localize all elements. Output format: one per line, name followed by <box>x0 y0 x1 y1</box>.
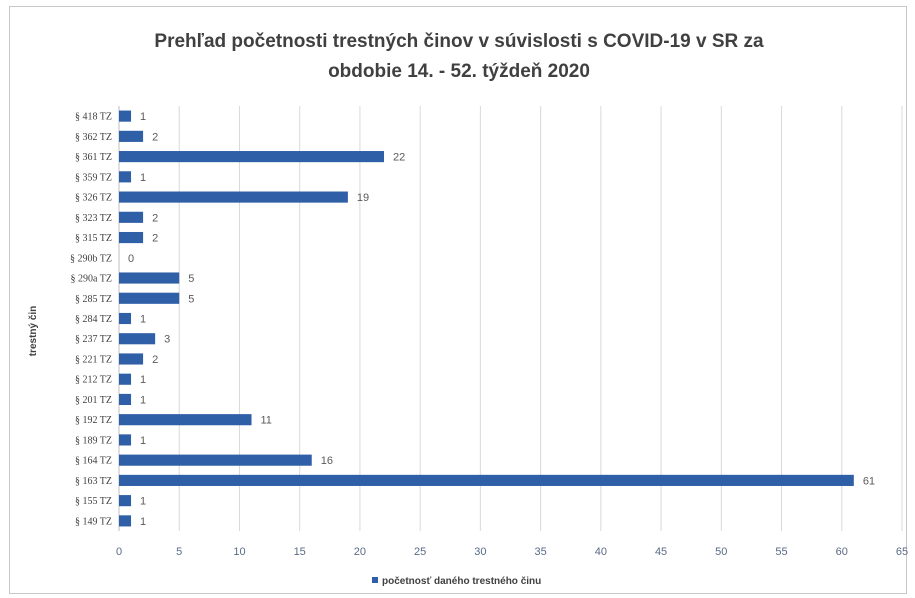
category-label: § 359 TZ <box>75 172 112 183</box>
category-label: § 237 TZ <box>75 334 112 345</box>
bar <box>119 454 312 466</box>
category-label: § 192 TZ <box>75 415 112 426</box>
data-label: 1 <box>140 496 146 508</box>
category-label: § 323 TZ <box>75 213 112 224</box>
x-tick-label: 20 <box>354 546 366 558</box>
x-tick-label: 5 <box>176 546 182 558</box>
bar <box>119 231 144 244</box>
chart-frame: Prehľad početnosti trestných činov v súv… <box>9 6 908 594</box>
x-tick-label: 60 <box>836 546 848 558</box>
chart-title-line-2: obdobie 14. - 52. týždeň 2020 <box>328 61 590 82</box>
category-label: § 418 TZ <box>75 112 112 123</box>
y-axis-title: trestný čin <box>28 306 39 357</box>
bar <box>119 373 132 385</box>
x-tick-label: 50 <box>715 546 727 558</box>
legend-swatch <box>372 577 378 583</box>
data-label: 1 <box>140 111 146 123</box>
data-label: 0 <box>128 253 134 265</box>
category-label: § 361 TZ <box>75 152 112 163</box>
x-tick-label: 35 <box>534 546 546 558</box>
x-tick-label: 40 <box>595 546 607 558</box>
legend-label: početnosť daného trestného činu <box>382 576 541 587</box>
bars <box>119 110 854 527</box>
x-axis-ticks: 0 5 10 15 20 25 30 35 40 45 50 55 60 65 <box>116 546 908 558</box>
x-tick-label: 30 <box>474 546 486 558</box>
category-label: § 290a TZ <box>71 274 112 285</box>
data-label: 2 <box>152 131 158 143</box>
data-label: 1 <box>140 374 146 386</box>
bar <box>119 353 144 365</box>
x-tick-label: 55 <box>775 546 787 558</box>
data-label: 1 <box>140 394 146 406</box>
data-label: 3 <box>164 334 170 346</box>
bar <box>119 211 144 223</box>
chart-title-line-1: Prehľad početnosti trestných činov v súv… <box>154 31 764 52</box>
bar <box>119 292 180 304</box>
category-label: § 212 TZ <box>75 375 112 386</box>
data-label: 2 <box>152 354 158 366</box>
category-label: § 315 TZ <box>75 233 112 244</box>
category-labels: § 418 TZ § 362 TZ § 361 TZ § 359 TZ § 326 TZ… <box>70 112 112 528</box>
data-label: 5 <box>188 273 194 285</box>
category-label: § 189 TZ <box>75 435 112 446</box>
x-tick-label: 25 <box>414 546 426 558</box>
category-label: § 290b TZ <box>70 253 112 264</box>
data-label: 19 <box>357 192 369 204</box>
category-label: § 362 TZ <box>75 132 112 143</box>
bar <box>119 151 385 163</box>
data-label: 61 <box>863 475 875 487</box>
data-label: 16 <box>321 455 333 467</box>
data-label: 1 <box>140 314 146 326</box>
category-label: § 163 TZ <box>75 476 112 487</box>
bar <box>119 171 132 183</box>
data-label: 5 <box>188 293 194 305</box>
x-tick-label: 45 <box>655 546 667 558</box>
bar <box>119 495 132 507</box>
bar <box>119 272 180 284</box>
data-label: 22 <box>393 152 405 164</box>
x-tick-label: 0 <box>116 546 122 558</box>
category-label: § 155 TZ <box>75 496 112 507</box>
bar <box>119 130 144 142</box>
bar <box>119 434 132 446</box>
category-label: § 326 TZ <box>75 193 112 204</box>
bar <box>119 393 132 406</box>
category-label: § 284 TZ <box>75 314 112 325</box>
gridlines <box>118 106 903 531</box>
x-tick-label: 65 <box>896 546 908 558</box>
bar-chart: Prehľad početnosti trestných činov v súv… <box>28 31 908 587</box>
x-tick-label: 15 <box>294 546 306 558</box>
bar <box>119 515 132 527</box>
bar <box>119 333 156 345</box>
bar <box>119 312 132 325</box>
category-label: § 221 TZ <box>75 354 112 365</box>
data-label: 2 <box>152 233 158 245</box>
bar <box>119 191 348 203</box>
bar <box>119 110 132 122</box>
category-label: § 149 TZ <box>75 516 112 527</box>
data-label: 1 <box>140 516 146 528</box>
data-label: 11 <box>261 415 272 427</box>
bar <box>119 474 854 486</box>
data-label: 1 <box>140 172 146 184</box>
category-label: § 201 TZ <box>75 395 112 406</box>
bar <box>119 414 252 426</box>
x-tick-label: 10 <box>233 546 245 558</box>
data-label: 2 <box>152 212 158 224</box>
category-label: § 164 TZ <box>75 456 112 467</box>
data-label: 1 <box>140 435 146 447</box>
category-label: § 285 TZ <box>75 294 112 305</box>
